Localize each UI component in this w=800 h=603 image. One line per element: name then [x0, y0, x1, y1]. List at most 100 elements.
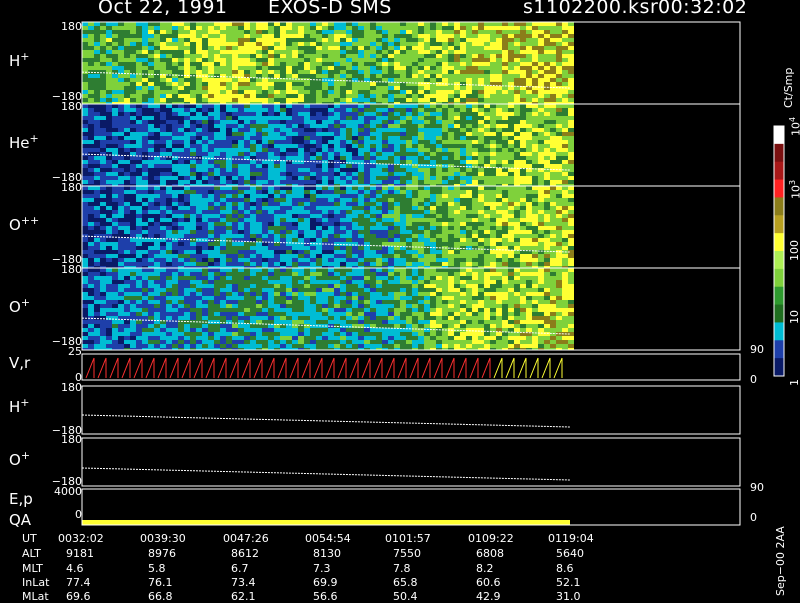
colorbar-tick-label: 10	[788, 310, 800, 324]
ephemeris-value: 66.8	[148, 591, 173, 602]
colorbar-swatch	[774, 287, 784, 305]
colorbar-swatch	[774, 197, 784, 215]
ephemeris-value: 8130	[313, 548, 341, 559]
r-tick-vr-max: 90	[750, 344, 764, 355]
spectrogram-h_plus	[82, 22, 574, 104]
vr-ramp	[374, 358, 382, 378]
panel-frame	[82, 438, 740, 486]
vr-ramp	[170, 358, 178, 378]
h-plus-trace	[82, 415, 570, 427]
vr-ramp	[302, 358, 310, 378]
y-tick-vr-max: 25	[42, 346, 82, 357]
ephemeris-value: 62.1	[231, 591, 256, 602]
vr-ramp	[158, 358, 166, 378]
panel-label-o-pp: O++	[9, 214, 39, 234]
vr-ramp	[98, 358, 106, 378]
ephemeris-value: 0101:57	[385, 533, 431, 544]
colorbar-swatch	[774, 233, 784, 251]
vr-ramp	[242, 358, 250, 378]
ephemeris-value: 69.9	[313, 577, 338, 588]
panel-label-h-plus: H+	[9, 50, 30, 70]
colorbar-swatch	[774, 180, 784, 198]
vr-ramp	[410, 358, 418, 378]
panel-label-vr: V,r	[9, 354, 30, 372]
colorbar-tick-label: 103	[788, 179, 800, 198]
panel-frame	[82, 489, 740, 525]
panel-label-ep: E,p	[9, 490, 33, 508]
ephemeris-value: 52.1	[556, 577, 581, 588]
ephemeris-label: MLT	[22, 563, 43, 574]
colorbar-swatch	[774, 251, 784, 269]
vr-ramp	[230, 358, 238, 378]
colorbar-swatch	[774, 305, 784, 323]
panel-frame	[82, 386, 740, 434]
colorbar-tick-label: 1	[788, 379, 800, 386]
vr-ramp	[194, 358, 202, 378]
ephemeris-value: 8612	[231, 548, 259, 559]
spectrogram-o_plus	[82, 268, 574, 350]
vr-ramp	[398, 358, 406, 378]
panel-label-qa: QA	[9, 511, 31, 529]
vr-ramp	[482, 358, 490, 378]
vr-ramp	[554, 358, 562, 378]
y-tick-op-max: 180	[42, 264, 82, 275]
colorbar-swatch	[774, 215, 784, 233]
ephemeris-value: 0119:04	[548, 533, 594, 544]
spectrogram-he_plus	[82, 104, 574, 186]
ephemeris-value: 0054:54	[305, 533, 351, 544]
vr-ramp	[326, 358, 334, 378]
ephemeris-label: UT	[22, 533, 37, 544]
y-tick-o2-max: 180	[42, 434, 82, 445]
ephemeris-value: 69.6	[66, 591, 91, 602]
ephemeris-value: 42.9	[476, 591, 501, 602]
ephemeris-value: 50.4	[393, 591, 418, 602]
ephemeris-value: 6808	[476, 548, 504, 559]
vr-ramp	[218, 358, 226, 378]
spectrogram-o_pp	[82, 186, 574, 268]
vr-ramp	[122, 358, 130, 378]
panel-label-o-plus: O+	[9, 296, 30, 316]
y-tick-h2-max: 180	[42, 382, 82, 393]
y-tick-opp-max: 180	[42, 182, 82, 193]
vr-ramp	[518, 358, 526, 378]
vr-ramp	[266, 358, 274, 378]
ephemeris-value: 77.4	[66, 577, 91, 588]
colorbar-tick-label: 100	[788, 240, 800, 261]
ephemeris-value: 8.6	[556, 563, 574, 574]
vr-ramp	[134, 358, 142, 378]
ephemeris-value: 0047:26	[223, 533, 269, 544]
version-label: Sep−00 2AA	[774, 526, 787, 596]
colorbar-swatch	[774, 144, 784, 162]
vr-ramp	[470, 358, 478, 378]
ephemeris-value: 73.4	[231, 577, 256, 588]
y-tick-ep-min: 0	[42, 509, 82, 520]
y-tick-ep-max: 4000	[42, 486, 82, 497]
vr-ramp	[530, 358, 538, 378]
vr-ramp	[290, 358, 298, 378]
colorbar-swatch	[774, 358, 784, 376]
y-tick-he-max: 180	[42, 101, 82, 112]
plot-mission: EXOS-D SMS	[268, 0, 392, 18]
vr-ramp	[146, 358, 154, 378]
vr-ramp	[86, 358, 94, 378]
ephemeris-value: 7550	[393, 548, 421, 559]
vr-ramp	[278, 358, 286, 378]
vr-ramp	[254, 358, 262, 378]
colorbar-swatch	[774, 340, 784, 358]
vr-ramp	[362, 358, 370, 378]
vr-ramp	[446, 358, 454, 378]
qa-bar	[82, 520, 570, 525]
y-tick-h-max: 180	[42, 21, 82, 32]
ephemeris-value: 6.7	[231, 563, 249, 574]
colorbar-swatch	[774, 322, 784, 340]
vr-ramp	[458, 358, 466, 378]
vr-ramp	[206, 358, 214, 378]
ephemeris-value: 9181	[66, 548, 94, 559]
plot-date: Oct 22, 1991	[98, 0, 228, 18]
ephemeris-label: InLat	[22, 577, 49, 588]
ephemeris-value: 7.3	[313, 563, 331, 574]
ephemeris-value: 0032:02	[58, 533, 104, 544]
vr-ramp	[542, 358, 550, 378]
colorbar-swatch	[774, 269, 784, 287]
